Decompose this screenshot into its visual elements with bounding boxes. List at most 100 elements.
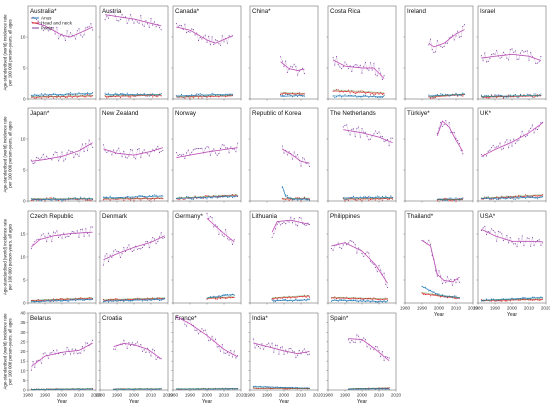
- panel-the-netherlands: The Netherlands: [326, 107, 397, 203]
- panel-philippines: Philippines: [326, 210, 397, 305]
- series-fit-core: [176, 26, 233, 44]
- series-fit-line: [176, 93, 233, 97]
- series-neck-alt-line: [481, 95, 541, 97]
- data-point: [30, 17, 32, 19]
- y-tick-label: 0: [23, 97, 26, 102]
- panel-title: Denmark: [102, 213, 128, 220]
- panel-spain-: Spain* 1980 1990 2000 2010 2020: [323, 312, 402, 398]
- x-axis-label: Year: [434, 312, 444, 318]
- x-tick-label: 1990: [340, 393, 351, 398]
- data-point: [102, 196, 104, 198]
- series-fit-core: [428, 29, 465, 48]
- panel-frame: [477, 5, 547, 100]
- panel-frame: [27, 5, 97, 100]
- series-neck-alt-line: [105, 94, 162, 97]
- series-fit-line: [206, 297, 235, 299]
- data-point: [271, 236, 273, 239]
- panel-lithuania: Lithuania: [248, 210, 319, 305]
- series-hn: [330, 296, 389, 301]
- series-neck-alt: [206, 296, 235, 298]
- series-raw-line: [428, 24, 465, 53]
- x-tick-label: 2000: [279, 393, 290, 398]
- data-point: [92, 339, 94, 341]
- x-tick-label: 2020: [391, 393, 402, 398]
- series-neck-alt: [272, 294, 310, 298]
- y-axis-label-line: per 100 000 person-years, all ages: [8, 19, 13, 85]
- x-tick-label: 2020: [468, 306, 479, 311]
- series-fit-core: [421, 240, 460, 283]
- data-point: [102, 301, 104, 303]
- data-point: [252, 338, 254, 340]
- series-fit-line: [281, 186, 310, 200]
- series-penis: [436, 119, 464, 155]
- y-axis-label-line: Age-standardised (world) incidence rate: [3, 313, 8, 390]
- y-axis-label-line: per 100 000 person-years, all ages: [8, 224, 13, 290]
- y-tick-label: 5: [23, 168, 26, 173]
- series-neck-alt: [331, 297, 388, 299]
- series-fit-line: [105, 94, 162, 97]
- series-raw-line: [481, 226, 543, 248]
- panel-title: The Netherlands: [330, 110, 376, 117]
- series-raw-line: [481, 48, 542, 64]
- series-neck-alt: [103, 197, 163, 199]
- series-fit-core: [481, 54, 541, 61]
- y-tick-label: 5: [23, 378, 26, 383]
- panels-group: Australia* 0 5 10 Austria Canada* China* Costa …: [20, 5, 550, 398]
- panel-title: Republic of Korea: [252, 110, 302, 117]
- series-fit-line: [481, 95, 541, 98]
- y-axis-label-line: Age-standardised (world) incidence rate: [3, 218, 8, 295]
- panel-norway: Norway: [171, 107, 242, 203]
- series-fit-line: [272, 299, 310, 302]
- series-anus: [342, 195, 394, 200]
- series-fit-line: [103, 298, 165, 302]
- series-penis: [30, 339, 94, 371]
- y-tick-label: 30: [20, 330, 26, 335]
- x-tick-label: 2020: [163, 393, 174, 398]
- y-axis-label-line: Age-standardised (world) incidence rate: [3, 14, 8, 91]
- panel-croatia: Croatia 1980 1990 2000 2010 2020: [95, 312, 174, 398]
- series-fit-line: [331, 299, 388, 302]
- x-axis-label: Year: [507, 312, 517, 318]
- panel-ireland: Ireland: [403, 5, 474, 101]
- x-axis-label: Year: [57, 399, 67, 405]
- series-fit-core: [176, 316, 238, 358]
- panel-title: Lithuania: [252, 213, 278, 220]
- x-axis-labels: Year Year Year Year Year Year Year: [57, 312, 517, 405]
- panel-belarus: Belarus 0 5 10 15 20 25 30 35 40 1980 1990 2000 2010 2…: [20, 311, 101, 398]
- series-fit-core: [331, 242, 388, 284]
- series-penis: [102, 232, 166, 266]
- series-anus: [175, 194, 239, 200]
- series-fit-line: [176, 95, 233, 98]
- series-penis: [30, 139, 94, 165]
- panel-france-: France* 1980 1990 2000 2010 2020: [168, 312, 247, 398]
- series-neck-alt-line: [206, 296, 235, 298]
- data-point: [102, 144, 104, 146]
- series-penis: [480, 48, 542, 64]
- panel-frame: [99, 107, 169, 202]
- series-anus: [480, 195, 544, 201]
- x-tick-label: 1990: [40, 393, 51, 398]
- panel-frame: [172, 107, 242, 202]
- series-hn: [271, 294, 311, 300]
- panel-frame: [327, 107, 397, 202]
- x-tick-label: 2000: [434, 306, 445, 311]
- x-axis-label: Year: [357, 399, 367, 405]
- series-neck-alt: [282, 197, 310, 199]
- y-tick-label: 15: [20, 232, 26, 237]
- x-tick-label: 1980: [95, 393, 106, 398]
- panel-title: Türkiye*: [407, 110, 430, 117]
- series-fit-core: [206, 218, 235, 242]
- x-axis-label: Year: [202, 399, 212, 405]
- y-axis-labels: Age-standardised (world) incidence ratep…: [3, 14, 13, 390]
- panel-austria: Austria: [98, 5, 169, 101]
- series-neck-alt: [176, 95, 233, 97]
- x-tick-label: 1990: [417, 306, 428, 311]
- series-fit-core: [105, 14, 162, 27]
- series-raw-line: [176, 316, 238, 359]
- y-axis-label-line: per 100 000 person-years, all ages: [8, 318, 13, 384]
- series-fit-line: [280, 93, 305, 95]
- x-tick-label: 2020: [541, 306, 550, 311]
- series-neck-alt-line: [343, 197, 393, 199]
- series-fit-line: [31, 93, 93, 96]
- series-fit-core: [280, 61, 305, 71]
